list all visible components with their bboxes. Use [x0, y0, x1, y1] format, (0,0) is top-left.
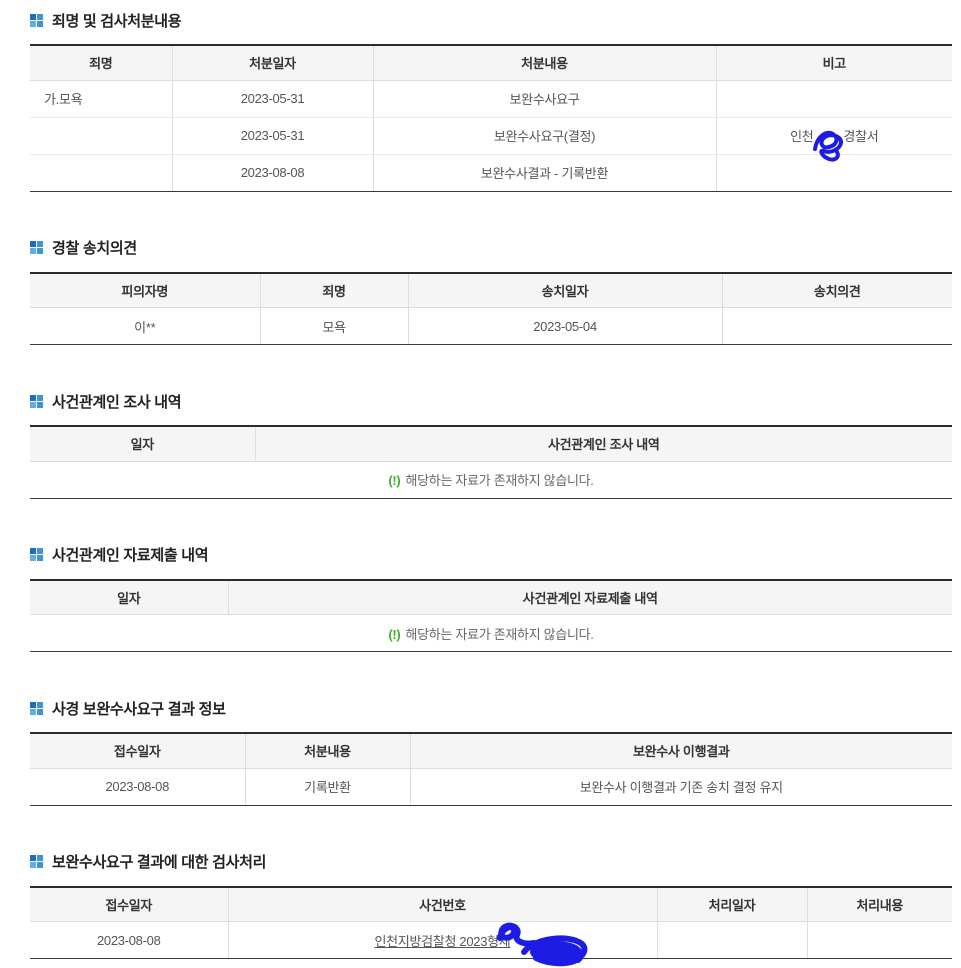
table-row: 2023-08-08 보완수사결과 - 기록반환	[30, 154, 952, 192]
section-heading: 경찰 송치의견	[30, 238, 952, 258]
table-cell: 이**	[30, 307, 261, 345]
section-title-text: 경찰 송치의견	[52, 240, 137, 257]
column-header: 죄명	[260, 272, 409, 308]
empty-data-message: (!) 해당하는 자료가 존재하지 않습니다.	[30, 461, 952, 499]
section-title-text: 사경 보완수사요구 결과 정보	[52, 700, 226, 718]
section-police-referral-opinion: 경찰 송치의견 피의자명 죄명 송치일자 송치의견 이** 모욕 2023-05-04	[30, 238, 952, 345]
section-title-text: 보완수사요구 결과에 대한 검사처리	[52, 854, 267, 871]
column-header: 사건관계인 조사 내역	[255, 426, 952, 462]
blue-grid-icon	[30, 701, 43, 715]
header-row: 죄명 처분일자 처분내용 비고	[30, 45, 952, 81]
section-heading: 죄명 및 검사처분내용	[30, 10, 952, 30]
case-number-link[interactable]: 인천지방검찰청 2023형제	[374, 933, 511, 949]
table-cell	[716, 80, 952, 118]
column-header: 일자	[30, 579, 229, 615]
table-cell: 2023-05-31	[172, 117, 374, 155]
table-cell: 가.모욕	[30, 80, 173, 118]
section-prosecutor-disposition: 죄명 및 검사처분내용 죄명 처분일자 처분내용 비고 가.모욕 2023-05-31 보완…	[30, 10, 952, 192]
column-header: 사건관계인 자료제출 내역	[228, 579, 952, 615]
blue-grid-icon	[30, 855, 43, 868]
table-row: 2023-08-08 기록반환 보완수사 이행결과 기존 송치 결정 유지	[30, 768, 952, 806]
section-title-text: 죄명 및 검사처분내용	[52, 12, 182, 30]
column-header: 처리일자	[657, 886, 808, 922]
column-header: 사건번호	[228, 886, 658, 922]
investigation-history-table: 일자 사건관계인 조사 내역 (!) 해당하는 자료가 존재하지 않습니다.	[30, 425, 952, 499]
column-header: 일자	[30, 426, 256, 462]
empty-data-message: (!) 해당하는 자료가 존재하지 않습니다.	[30, 614, 952, 652]
blue-grid-icon	[30, 394, 43, 408]
table-row: 2023-08-08 인천지방검찰청 2023형제	[30, 921, 952, 966]
table-cell: 2023-05-31	[172, 80, 374, 118]
header-row: 일자 사건관계인 자료제출 내역	[30, 579, 952, 615]
section-title-text: 사건관계인 조사 내역	[52, 393, 182, 411]
table-cell	[716, 154, 952, 192]
table-cell: 보완수사요구	[373, 80, 717, 118]
table-cell: 2023-08-08	[30, 921, 229, 959]
column-header: 처분내용	[373, 45, 717, 81]
column-header: 보완수사 이행결과	[410, 733, 952, 769]
table-cell: 2023-08-08	[30, 768, 246, 806]
blue-grid-icon	[30, 241, 43, 254]
section-prosecutor-processing: 보완수사요구 결과에 대한 검사처리 접수일자 사건번호 처리일자 처리내용 2023-…	[30, 852, 952, 966]
supplementary-result-table: 접수일자 처분내용 보완수사 이행결과 2023-08-08 기록반환 보완수사 이행결과…	[30, 732, 952, 806]
blue-grid-icon	[30, 13, 43, 27]
column-header: 송치일자	[408, 272, 723, 308]
column-header: 처리내용	[807, 886, 952, 922]
table-cell: 보완수사요구(결정)	[373, 117, 717, 155]
table-cell: 2023-08-08	[172, 154, 374, 192]
table-row: 2023-05-31 보완수사요구(결정) 인천 경찰서	[30, 117, 952, 162]
case-number-wrap: 인천지방검찰청 2023형제	[374, 922, 588, 966]
table-row: 이** 모욕 2023-05-04	[30, 307, 952, 345]
section-related-person-submission: 사건관계인 자료제출 내역 일자 사건관계인 자료제출 내역 (!) 해당하는 자료가…	[30, 545, 952, 652]
table-cell	[807, 921, 952, 959]
table-row: 가.모욕 2023-05-31 보완수사요구	[30, 80, 952, 118]
section-heading: 사건관계인 자료제출 내역	[30, 545, 952, 565]
header-row: 피의자명 죄명 송치일자 송치의견	[30, 272, 952, 308]
table-cell: 기록반환	[245, 768, 411, 806]
table-row: (!) 해당하는 자료가 존재하지 않습니다.	[30, 461, 952, 499]
section-related-person-investigation: 사건관계인 조사 내역 일자 사건관계인 조사 내역 (!) 해당하는 자료가 존재하…	[30, 391, 952, 499]
section-heading: 사경 보완수사요구 결과 정보	[30, 698, 952, 718]
table-cell	[30, 117, 173, 155]
table-row: (!) 해당하는 자료가 존재하지 않습니다.	[30, 614, 952, 652]
header-row: 접수일자 사건번호 처리일자 처리내용	[30, 886, 952, 922]
section-heading: 사건관계인 조사 내역	[30, 391, 952, 411]
header-row: 일자 사건관계인 조사 내역	[30, 426, 952, 462]
alert-mark: (!)	[388, 626, 401, 642]
column-header: 처분일자	[172, 45, 374, 81]
table-cell: 보완수사 이행결과 기존 송치 결정 유지	[410, 768, 952, 806]
header-row: 접수일자 처분내용 보완수사 이행결과	[30, 733, 952, 769]
alert-mark: (!)	[388, 473, 401, 488]
column-header: 죄명	[30, 45, 173, 81]
table-cell	[657, 921, 808, 959]
table-cell: 모욕	[260, 307, 409, 345]
table-cell	[30, 154, 173, 192]
prosecutor-processing-table: 접수일자 사건번호 처리일자 처리내용 2023-08-08 인천지방검찰청 2023형제	[30, 885, 952, 966]
column-header: 처분내용	[245, 733, 411, 769]
column-header: 비고	[716, 45, 952, 81]
column-header: 접수일자	[30, 886, 229, 922]
section-title-text: 사건관계인 자료제출 내역	[52, 547, 209, 564]
column-header: 접수일자	[30, 733, 246, 769]
table-cell: 보완수사결과 - 기록반환	[373, 154, 717, 192]
table-cell: 인천 경찰서	[716, 117, 952, 162]
data-submission-table: 일자 사건관계인 자료제출 내역 (!) 해당하는 자료가 존재하지 않습니다.	[30, 578, 952, 652]
blue-grid-icon	[30, 548, 43, 561]
prosecutor-disposition-table: 죄명 처분일자 처분내용 비고 가.모욕 2023-05-31 보완수사요구 2023-05-…	[30, 44, 952, 192]
section-police-supplementary-result: 사경 보완수사요구 결과 정보 접수일자 처분내용 보완수사 이행결과 2023-08…	[30, 698, 952, 806]
table-cell	[722, 307, 952, 345]
column-header: 송치의견	[722, 272, 952, 308]
section-heading: 보완수사요구 결과에 대한 검사처리	[30, 852, 952, 872]
column-header: 피의자명	[30, 272, 261, 308]
table-cell: 인천지방검찰청 2023형제	[228, 921, 658, 966]
police-referral-table: 피의자명 죄명 송치일자 송치의견 이** 모욕 2023-05-04	[30, 271, 952, 345]
table-cell: 2023-05-04	[408, 307, 723, 345]
